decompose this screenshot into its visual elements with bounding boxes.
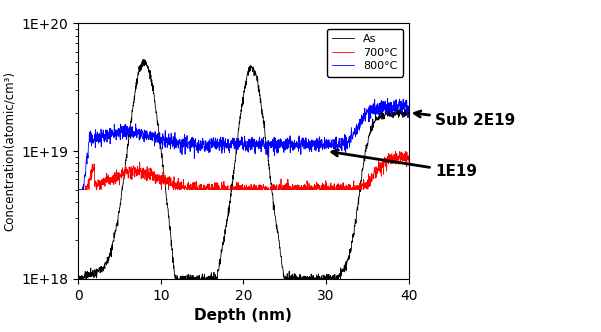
700°C (405, 159, 412, 163)
Line: 800°C: 800°C (78, 98, 409, 190)
As (100, 265, 108, 269)
As (140, 57, 147, 61)
800°C (114, 128, 121, 132)
As (75, 277, 82, 281)
As (228, 189, 235, 193)
700°C (75, 188, 82, 192)
As (405, 108, 412, 112)
Text: 1E19: 1E19 (332, 150, 477, 179)
700°C (114, 174, 121, 178)
700°C (392, 149, 399, 153)
Line: As: As (78, 59, 409, 279)
X-axis label: Depth (nm): Depth (nm) (195, 308, 292, 323)
Legend: As, 700°C, 800°C: As, 700°C, 800°C (326, 29, 403, 77)
Line: 700°C: 700°C (78, 151, 409, 190)
800°C (75, 188, 82, 192)
As (263, 145, 270, 149)
800°C (222, 140, 229, 144)
800°C (228, 140, 235, 144)
700°C (222, 188, 229, 192)
As (215, 267, 222, 271)
As (114, 222, 121, 226)
Y-axis label: Concentration(atomic/cm³): Concentration(atomic/cm³) (3, 71, 16, 231)
800°C (100, 137, 108, 141)
700°C (228, 188, 235, 192)
As (222, 228, 229, 232)
800°C (384, 96, 391, 100)
800°C (405, 110, 412, 114)
800°C (215, 142, 222, 146)
700°C (263, 188, 270, 192)
700°C (100, 183, 108, 187)
Text: Sub 2E19: Sub 2E19 (415, 111, 516, 128)
800°C (263, 145, 270, 149)
700°C (215, 188, 222, 192)
